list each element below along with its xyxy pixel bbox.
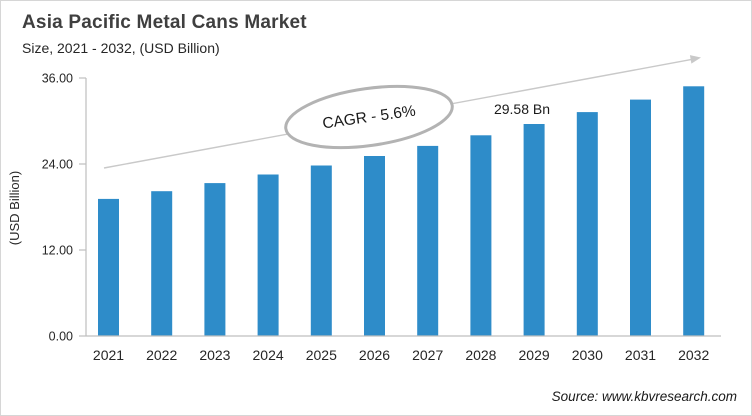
bar-2028 bbox=[470, 135, 492, 336]
bar-2023 bbox=[204, 183, 226, 336]
bar-2021 bbox=[98, 198, 119, 336]
x-label-2024: 2024 bbox=[253, 347, 284, 363]
x-axis-labels: 2021 2022 2023 2024 2025 2026 2027 2028 2029 2030… bbox=[93, 347, 710, 363]
x-label-2023: 2023 bbox=[199, 347, 230, 363]
chart-subtitle: Size, 2021 - 2032, (USD Billion) bbox=[22, 40, 220, 56]
bar-2029 bbox=[523, 124, 545, 336]
x-label-2028: 2028 bbox=[465, 347, 496, 363]
bar-2031 bbox=[630, 99, 651, 336]
x-label-2021: 2021 bbox=[93, 347, 124, 363]
y-tick-label: 12.00 bbox=[42, 244, 73, 258]
bar-series bbox=[98, 86, 705, 336]
x-label-2029: 2029 bbox=[519, 347, 550, 363]
x-label-2025: 2025 bbox=[306, 347, 337, 363]
cagr-badge: CAGR - 5.6% bbox=[284, 84, 454, 150]
bar-2025 bbox=[310, 165, 332, 336]
x-label-2030: 2030 bbox=[572, 347, 603, 363]
y-tick-label: 36.00 bbox=[42, 72, 73, 86]
y-tick-label: 24.00 bbox=[42, 158, 73, 172]
x-label-2031: 2031 bbox=[625, 347, 656, 363]
bar-2026 bbox=[364, 156, 385, 336]
x-label-2027: 2027 bbox=[412, 347, 443, 363]
value-label: 29.58 Bn bbox=[494, 101, 550, 117]
cagr-ellipse bbox=[284, 84, 454, 150]
bar-2024 bbox=[257, 174, 279, 336]
source-text: Source: www.kbvresearch.com bbox=[551, 389, 737, 404]
bar-2032 bbox=[683, 86, 705, 336]
bar-2022 bbox=[151, 191, 173, 336]
y-axis-ticks: 0.00 12.00 24.00 36.00 bbox=[42, 72, 86, 344]
chart-title: Asia Pacific Metal Cans Market bbox=[22, 12, 307, 33]
x-label-2032: 2032 bbox=[678, 347, 709, 363]
x-label-2022: 2022 bbox=[146, 347, 177, 363]
bar-2027 bbox=[417, 145, 439, 336]
y-tick-label: 0.00 bbox=[49, 330, 73, 344]
x-label-2026: 2026 bbox=[359, 347, 390, 363]
bar-2030 bbox=[576, 112, 598, 336]
arrowhead-icon bbox=[689, 55, 701, 64]
y-axis-title: (USD Billion) bbox=[7, 171, 22, 245]
